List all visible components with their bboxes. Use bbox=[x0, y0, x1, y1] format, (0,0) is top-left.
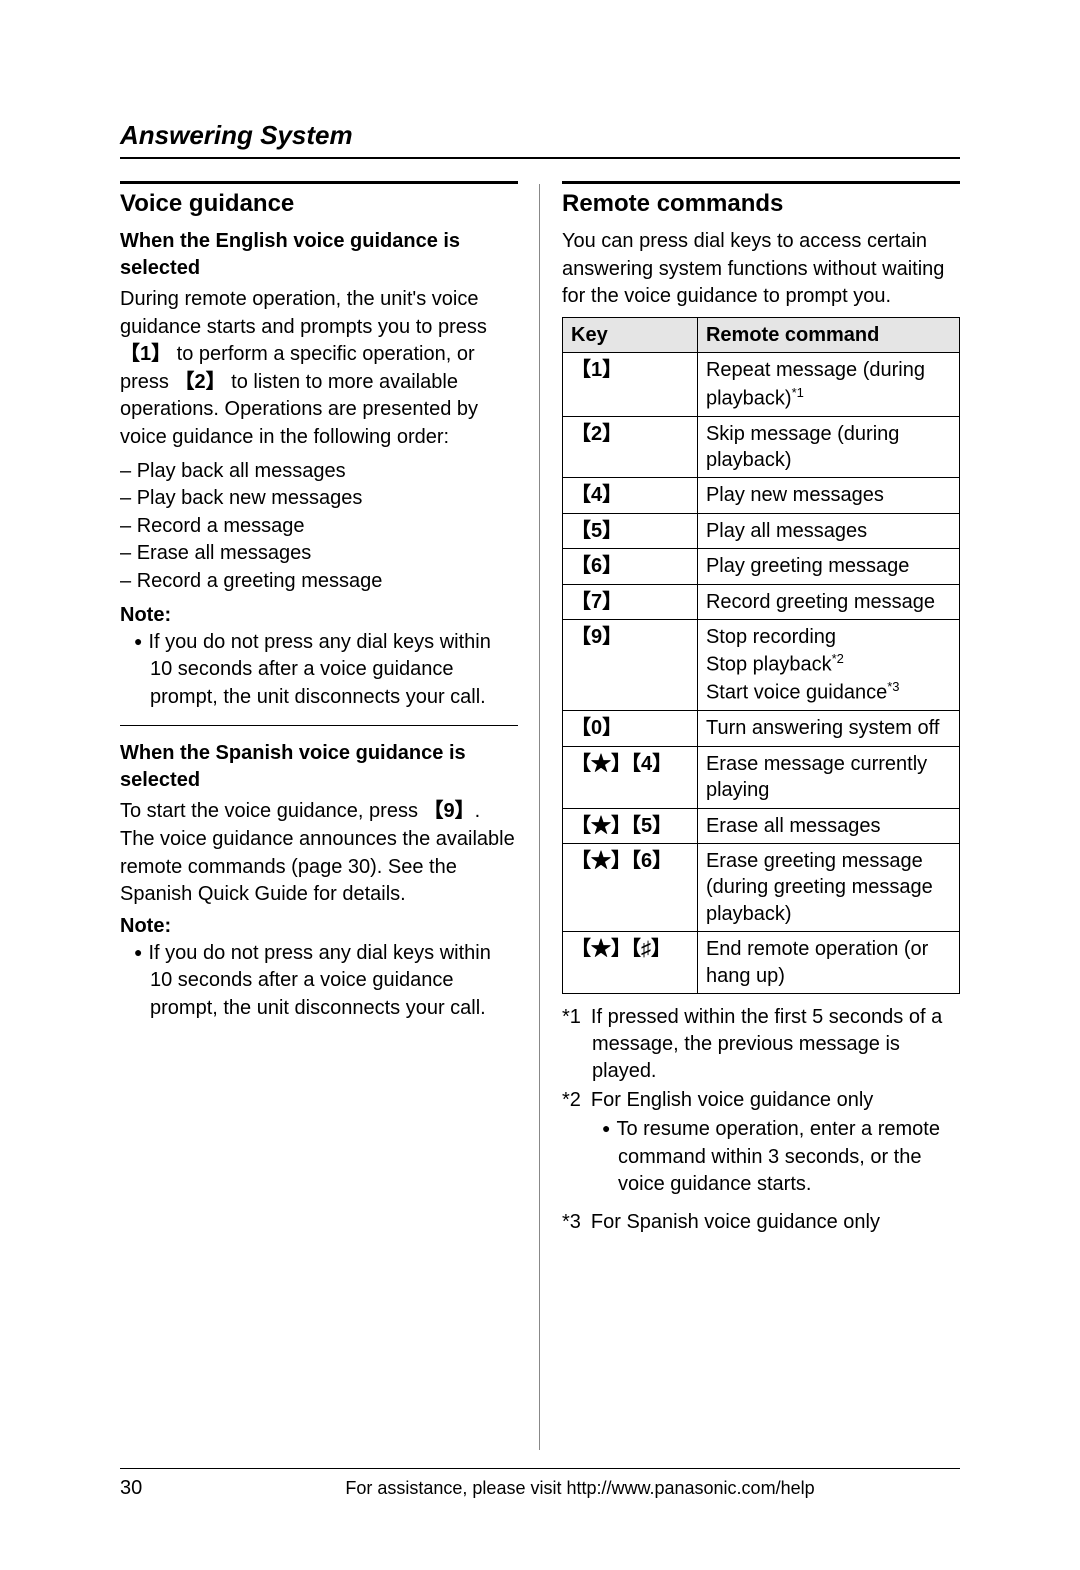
note-label: Note: bbox=[120, 604, 518, 627]
key-cell: 6 bbox=[563, 549, 698, 584]
remote-commands-intro: You can press dial keys to access certai… bbox=[562, 228, 960, 311]
table-row: ★5Erase all messages bbox=[563, 808, 960, 843]
spanish-guidance-title: When the Spanish voice guidance is selec… bbox=[120, 740, 518, 794]
two-column-layout: Voice guidance When the English voice gu… bbox=[120, 181, 960, 1238]
command-cell: Erase message currently playing bbox=[697, 746, 959, 808]
manual-page: Answering System Voice guidance When the… bbox=[0, 0, 1080, 1570]
table-row: ★4Erase message currently playing bbox=[563, 746, 960, 808]
footnote-3: *3 For Spanish voice guidance only bbox=[562, 1209, 960, 1236]
table-row: 7Record greeting message bbox=[563, 584, 960, 619]
table-header-row: Key Remote command bbox=[563, 317, 960, 352]
command-cell: Play all messages bbox=[697, 513, 959, 548]
footnotes: *1 If pressed within the first 5 seconds… bbox=[562, 1004, 960, 1236]
key-cell: 7 bbox=[563, 584, 698, 619]
key-9: 9 bbox=[424, 800, 475, 822]
table-row: 1Repeat message (during playback)*1 bbox=[563, 353, 960, 416]
table-row: 0Turn answering system off bbox=[563, 711, 960, 746]
list-item: If you do not press any dial keys within… bbox=[120, 629, 518, 712]
command-cell: Erase greeting message (during greeting … bbox=[697, 844, 959, 932]
column-divider bbox=[539, 184, 540, 1450]
command-cell: Stop recordingStop playback*2Start voice… bbox=[697, 619, 959, 710]
key-cell: 2 bbox=[563, 416, 698, 478]
key-cell: ★♯ bbox=[563, 932, 698, 994]
list-item: Play back all messages bbox=[120, 458, 518, 486]
note-label: Note: bbox=[120, 915, 518, 938]
table-row: 5Play all messages bbox=[563, 513, 960, 548]
text: To start the voice guidance, press bbox=[120, 800, 424, 822]
key-cell: 0 bbox=[563, 711, 698, 746]
footnote-2: *2 For English voice guidance only bbox=[562, 1087, 960, 1114]
subsection-divider bbox=[120, 725, 518, 726]
footer-text: For assistance, please visit http://www.… bbox=[200, 1478, 960, 1499]
key-1: 1 bbox=[120, 343, 171, 365]
key-cell: 9 bbox=[563, 619, 698, 710]
page-number: 30 bbox=[120, 1477, 200, 1500]
command-cell: Repeat message (during playback)*1 bbox=[697, 353, 959, 416]
english-guidance-title: When the English voice guidance is selec… bbox=[120, 228, 518, 282]
table-row: 2Skip message (during playback) bbox=[563, 416, 960, 478]
voice-guidance-heading: Voice guidance bbox=[120, 181, 518, 218]
command-cell: Skip message (during playback) bbox=[697, 416, 959, 478]
page-footer: 30 For assistance, please visit http://w… bbox=[120, 1468, 960, 1500]
footnote-2-sub: To resume operation, enter a remote comm… bbox=[562, 1116, 960, 1199]
list-item: Record a greeting message bbox=[120, 568, 518, 596]
key-cell: 1 bbox=[563, 353, 698, 416]
list-item: Play back new messages bbox=[120, 485, 518, 513]
english-order-list: Play back all messages Play back new mes… bbox=[120, 458, 518, 596]
command-cell: Turn answering system off bbox=[697, 711, 959, 746]
footnote-1: *1 If pressed within the first 5 seconds… bbox=[562, 1004, 960, 1085]
table-row: ★6Erase greeting message (during greetin… bbox=[563, 844, 960, 932]
list-item: To resume operation, enter a remote comm… bbox=[562, 1116, 960, 1199]
remote-commands-table: Key Remote command 1Repeat message (duri… bbox=[562, 317, 960, 994]
col-key: Key bbox=[563, 317, 698, 352]
remote-commands-heading: Remote commands bbox=[562, 181, 960, 218]
command-cell: Play new messages bbox=[697, 478, 959, 513]
table-row: 9Stop recordingStop playback*2Start voic… bbox=[563, 619, 960, 710]
list-item: If you do not press any dial keys within… bbox=[120, 940, 518, 1023]
table-row: ★♯End remote operation (or hang up) bbox=[563, 932, 960, 994]
command-cell: Play greeting message bbox=[697, 549, 959, 584]
col-command: Remote command bbox=[697, 317, 959, 352]
key-2: 2 bbox=[174, 371, 225, 393]
table-row: 6Play greeting message bbox=[563, 549, 960, 584]
list-item: Record a message bbox=[120, 513, 518, 541]
spanish-guidance-intro: To start the voice guidance, press 9. Th… bbox=[120, 798, 518, 908]
text: During remote operation, the unit's voic… bbox=[120, 288, 487, 338]
key-cell: ★6 bbox=[563, 844, 698, 932]
key-cell: 5 bbox=[563, 513, 698, 548]
english-note-list: If you do not press any dial keys within… bbox=[120, 629, 518, 712]
right-column: Remote commands You can press dial keys … bbox=[562, 181, 960, 1238]
list-item: Erase all messages bbox=[120, 540, 518, 568]
command-cell: Erase all messages bbox=[697, 808, 959, 843]
command-cell: Record greeting message bbox=[697, 584, 959, 619]
section-title: Answering System bbox=[120, 120, 960, 159]
left-column: Voice guidance When the English voice gu… bbox=[120, 181, 518, 1238]
key-cell: ★5 bbox=[563, 808, 698, 843]
key-cell: 4 bbox=[563, 478, 698, 513]
table-row: 4Play new messages bbox=[563, 478, 960, 513]
key-cell: ★4 bbox=[563, 746, 698, 808]
command-cell: End remote operation (or hang up) bbox=[697, 932, 959, 994]
spanish-note-list: If you do not press any dial keys within… bbox=[120, 940, 518, 1023]
english-guidance-intro: During remote operation, the unit's voic… bbox=[120, 286, 518, 452]
